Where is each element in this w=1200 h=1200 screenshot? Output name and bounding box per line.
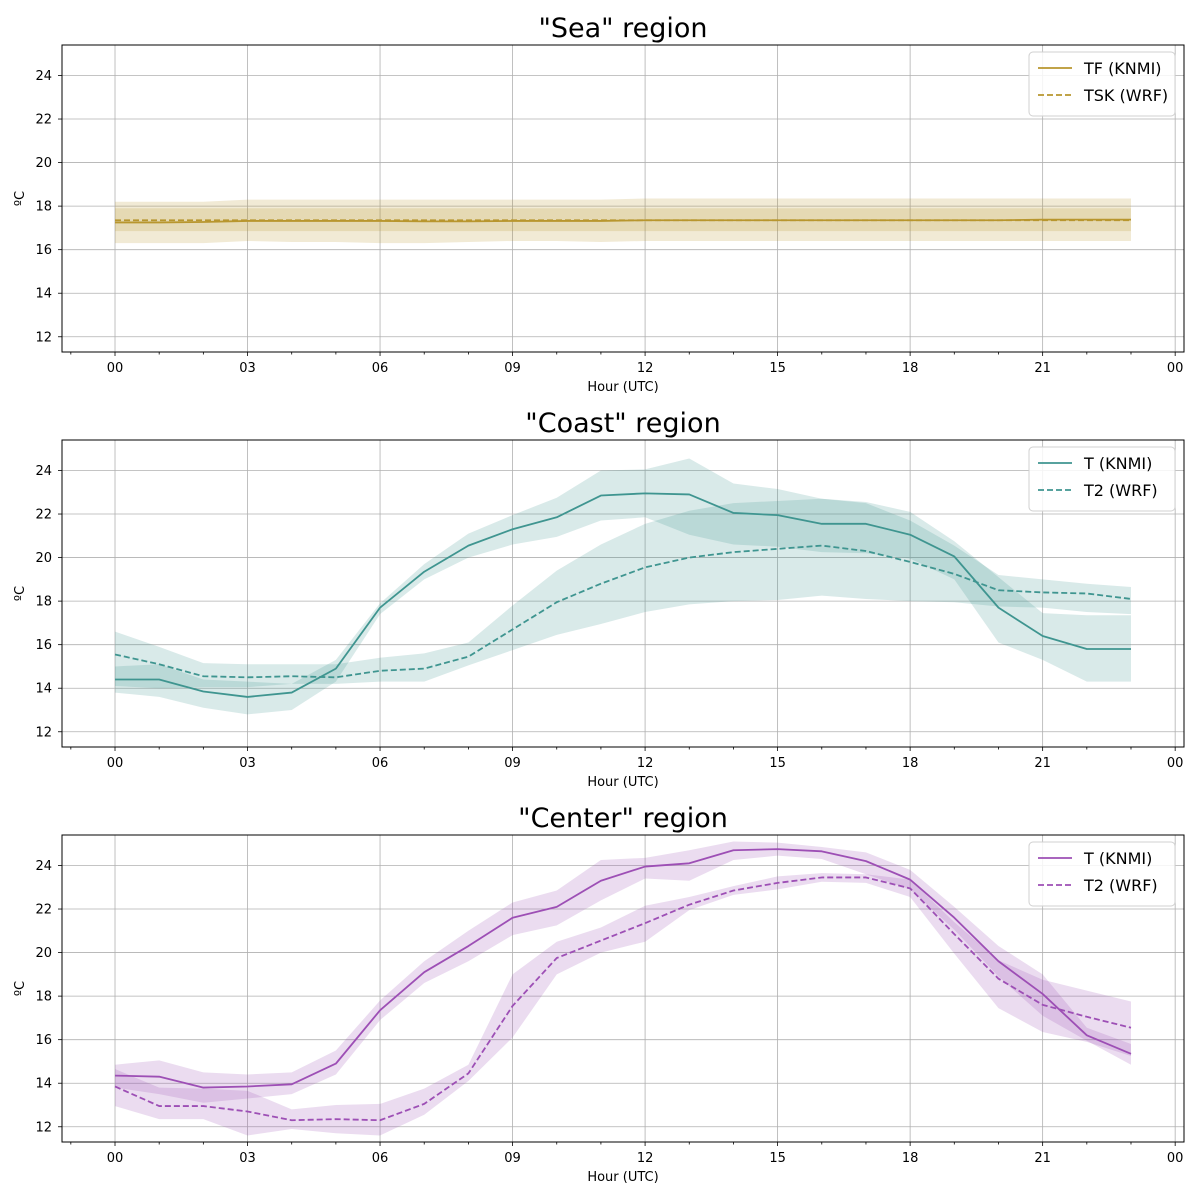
center-legend: T (KNMI) T2 (WRF): [1028, 841, 1176, 907]
sea-y-tick-label: 20: [35, 156, 52, 171]
coast-y-tick-label: 12: [35, 725, 52, 740]
coast-x-tick-label: 00: [1167, 756, 1184, 771]
center-title: "Center" region: [518, 803, 728, 834]
center-y-tick-label: 22: [35, 903, 52, 918]
coast-title: "Coast" region: [525, 408, 720, 439]
sea-y-tick-label: 12: [35, 330, 52, 345]
coast-legend-label-t-knmi: T (KNMI): [1083, 454, 1152, 473]
sea-x-tick-label: 00: [1167, 361, 1184, 376]
sea-plot-area: [115, 198, 1131, 244]
sea-x-axis: 00 03 06 09 12 15 18 21 00 Hour (UTC): [70, 352, 1184, 395]
center-y-tick-label: 18: [35, 990, 52, 1005]
coast-legend-label-t2-wrf: T2 (WRF): [1083, 481, 1158, 500]
center-line-t-knmi: [114, 848, 1132, 1089]
coast-x-tick-label: 18: [902, 756, 919, 771]
coast-x-tick-label: 09: [504, 756, 521, 771]
center-line-t2-wrf: [114, 876, 1132, 1122]
sea-legend: TF (KNMI) TSK (WRF): [1028, 51, 1176, 117]
coast-x-tick-label: 00: [107, 756, 124, 771]
sea-axes-frame: [61, 44, 1185, 353]
center-axes-frame: [61, 834, 1185, 1143]
coast-y-tick-label: 24: [35, 464, 52, 479]
coast-band-t2-wrf: [115, 498, 1131, 689]
center-x-tick-label: 12: [637, 1151, 654, 1166]
coast-x-axis: 00 03 06 09 12 15 18 21 00 Hour (UTC): [70, 747, 1184, 790]
coast-y-tick-label: 18: [35, 595, 52, 610]
coast-y-axis: 12 14 16 18 20 22 24 ºC: [13, 464, 62, 740]
center-legend-label-t-knmi: T (KNMI): [1083, 849, 1152, 868]
coast-x-tick-label: 12: [637, 756, 654, 771]
center-chart: "Center" region 00 03 06 09 12 15 18 21 00 Hour (U…: [13, 803, 1185, 1185]
sea-y-tick-label: 18: [35, 200, 52, 215]
center-x-tick-label: 00: [1167, 1151, 1184, 1166]
coast-y-axis-label: ºC: [13, 586, 28, 601]
coast-line-t2-wrf: [114, 544, 1132, 679]
sea-y-axis: 12 14 16 18 20 22 24 ºC: [13, 69, 62, 345]
sea-y-tick-label: 16: [35, 243, 52, 258]
coast-plot-area: [114, 458, 1132, 715]
center-grid: [62, 835, 1184, 1142]
coast-chart: "Coast" region 00 03 06 09 12 15 18 21 00 Hour (UT…: [13, 408, 1185, 790]
coast-axes-frame: [61, 439, 1185, 748]
sea-x-axis-label: Hour (UTC): [587, 380, 658, 395]
center-x-tick-label: 06: [372, 1151, 389, 1166]
sea-y-tick-label: 24: [35, 69, 52, 84]
sea-x-tick-label: 06: [372, 361, 389, 376]
coast-x-tick-label: 06: [372, 756, 389, 771]
coast-line-t-knmi: [115, 492, 1131, 698]
sea-x-tick-label: 03: [239, 361, 256, 376]
sea-y-tick-label: 22: [35, 113, 52, 128]
center-band-t-knmi: [115, 841, 1131, 1103]
coast-y-tick-label: 14: [35, 682, 52, 697]
sea-x-tick-label: 12: [637, 361, 654, 376]
center-plot-area: [114, 841, 1132, 1136]
center-y-tick-label: 16: [35, 1033, 52, 1048]
sea-x-tick-label: 09: [504, 361, 521, 376]
center-x-tick-label: 15: [769, 1151, 786, 1166]
center-x-axis: 00 03 06 09 12 15 18 21 00 Hour (UTC): [70, 1142, 1184, 1185]
center-band-t2-wrf: [115, 873, 1131, 1136]
sea-legend-label-tsk-wrf: TSK (WRF): [1083, 86, 1168, 105]
sea-x-tick-label: 00: [107, 361, 124, 376]
center-y-tick-label: 12: [35, 1120, 52, 1135]
center-y-tick-label: 20: [35, 946, 52, 961]
coast-y-tick-label: 20: [35, 551, 52, 566]
sea-title: "Sea" region: [538, 13, 707, 44]
center-x-tick-label: 03: [239, 1151, 256, 1166]
sea-legend-label-tf-knmi: TF (KNMI): [1083, 59, 1162, 78]
center-y-axis-label: ºC: [13, 981, 28, 996]
center-x-tick-label: 00: [107, 1151, 124, 1166]
center-y-axis: 12 14 16 18 20 22 24 ºC: [13, 859, 62, 1135]
coast-legend: T (KNMI) T2 (WRF): [1028, 446, 1176, 512]
coast-x-axis-label: Hour (UTC): [587, 775, 658, 790]
center-legend-label-t2-wrf: T2 (WRF): [1083, 876, 1158, 895]
sea-x-tick-label: 18: [902, 361, 919, 376]
sea-y-tick-label: 14: [35, 287, 52, 302]
coast-y-tick-label: 22: [35, 508, 52, 523]
center-x-tick-label: 09: [504, 1151, 521, 1166]
sea-grid: [62, 45, 1184, 352]
center-x-tick-label: 18: [902, 1151, 919, 1166]
coast-x-tick-label: 21: [1034, 756, 1051, 771]
coast-x-tick-label: 03: [239, 756, 256, 771]
center-x-axis-label: Hour (UTC): [587, 1170, 658, 1185]
center-y-tick-label: 14: [35, 1077, 52, 1092]
sea-x-tick-label: 15: [769, 361, 786, 376]
coast-y-tick-label: 16: [35, 638, 52, 653]
sea-chart: "Sea" region 00 03 06 09 12 15 18 21 00 Hour (UTC)…: [13, 13, 1185, 395]
coast-x-tick-label: 15: [769, 756, 786, 771]
sea-x-tick-label: 21: [1034, 361, 1051, 376]
sea-y-axis-label: ºC: [13, 191, 28, 206]
center-x-tick-label: 21: [1034, 1151, 1051, 1166]
center-y-tick-label: 24: [35, 859, 52, 874]
coast-band-t-knmi: [115, 458, 1131, 715]
